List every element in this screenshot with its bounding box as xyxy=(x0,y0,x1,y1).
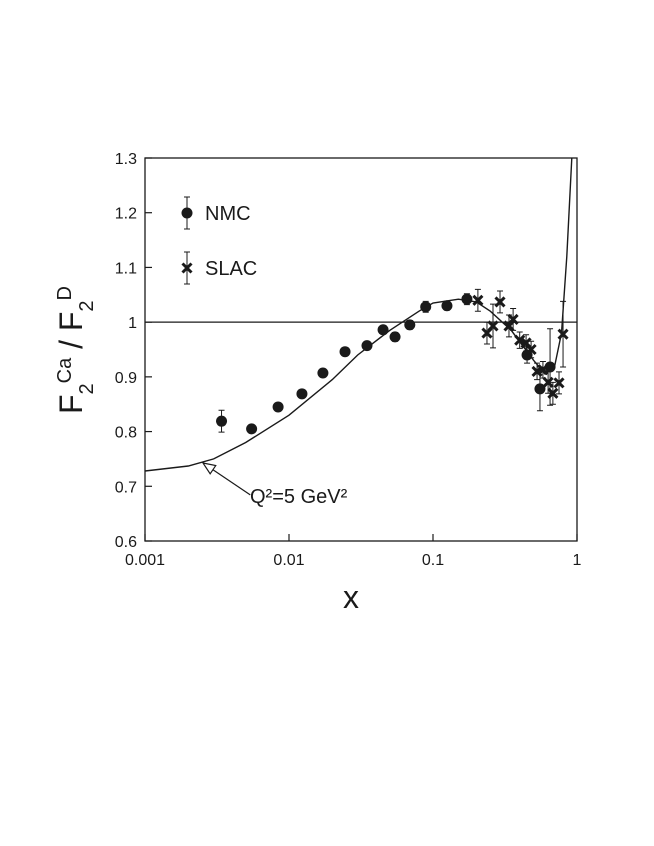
point xyxy=(503,320,515,332)
y-tick-label: 0.7 xyxy=(115,479,137,496)
y-tick-label: 1.1 xyxy=(115,260,137,277)
legend-marker xyxy=(181,262,193,274)
point xyxy=(404,319,416,331)
point xyxy=(487,320,499,332)
point xyxy=(537,364,549,376)
point xyxy=(557,328,569,340)
y-axis-label-part: Ca xyxy=(54,357,76,383)
point xyxy=(542,376,554,388)
x-tick-label: 1 xyxy=(573,552,582,569)
y-axis-label-part: F xyxy=(53,394,89,414)
legend-label: NMC xyxy=(205,203,251,225)
y-axis-label-part: 2 xyxy=(76,300,98,311)
point xyxy=(389,331,401,343)
point xyxy=(246,423,258,435)
point xyxy=(317,367,329,379)
legend-marker xyxy=(181,207,193,219)
point xyxy=(339,346,351,358)
point xyxy=(553,377,565,389)
point xyxy=(514,334,526,346)
point xyxy=(534,383,546,395)
arrow-shaft xyxy=(209,466,251,496)
point xyxy=(361,340,373,352)
y-tick-label: 0.9 xyxy=(115,370,137,387)
point xyxy=(377,324,389,336)
point xyxy=(216,415,228,427)
point xyxy=(547,387,559,399)
x-axis-label: x xyxy=(343,579,359,615)
point xyxy=(494,296,506,308)
annotation: Q²=5 GeV² xyxy=(250,486,348,508)
y-axis-label-part: / F xyxy=(53,312,89,358)
plot-frame xyxy=(144,157,578,542)
x-tick-label: 0.001 xyxy=(125,552,165,569)
point xyxy=(420,301,432,313)
point xyxy=(441,300,453,312)
point xyxy=(461,293,473,305)
x-tick-label: 0.01 xyxy=(273,552,304,569)
annotation-arrow xyxy=(201,462,251,496)
point xyxy=(472,294,484,306)
x-tick-label: 0.1 xyxy=(422,552,444,569)
y-axis-label-part: D xyxy=(54,286,76,300)
point xyxy=(525,343,537,356)
y-tick-label: 1.2 xyxy=(115,206,137,223)
point xyxy=(507,313,519,325)
arrow-head xyxy=(201,462,217,475)
point xyxy=(544,361,556,373)
y-tick-label: 1 xyxy=(128,315,137,332)
point xyxy=(296,388,308,400)
legend-label: SLAC xyxy=(205,258,257,280)
y-tick-label: 0.8 xyxy=(115,425,137,442)
y-axis-label: F2Ca / F2D xyxy=(53,286,98,414)
y-tick-label: 1.3 xyxy=(115,151,137,168)
y-axis-label-part: 2 xyxy=(76,383,98,394)
y-tick-label: 0.6 xyxy=(115,534,137,551)
point xyxy=(272,401,284,413)
